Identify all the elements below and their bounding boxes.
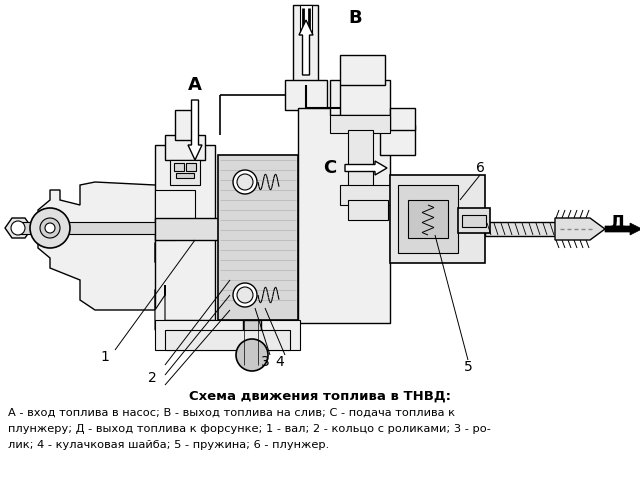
- Text: С: С: [323, 159, 337, 177]
- Circle shape: [233, 170, 257, 194]
- Bar: [18, 222, 158, 234]
- Bar: [175, 110, 195, 140]
- Bar: [165, 330, 290, 350]
- Bar: [170, 160, 200, 185]
- Bar: [218, 155, 298, 320]
- Circle shape: [237, 287, 253, 303]
- Text: 3: 3: [260, 355, 269, 369]
- Circle shape: [45, 223, 55, 233]
- Circle shape: [30, 208, 70, 248]
- Bar: [165, 135, 205, 160]
- Circle shape: [237, 174, 253, 190]
- Bar: [155, 145, 215, 320]
- Circle shape: [233, 283, 257, 307]
- Text: 6: 6: [476, 161, 484, 175]
- Text: Д: Д: [610, 213, 626, 231]
- Polygon shape: [5, 218, 32, 238]
- Bar: [285, 80, 327, 110]
- Text: В: В: [348, 9, 362, 27]
- Polygon shape: [38, 182, 165, 310]
- FancyArrow shape: [188, 100, 202, 160]
- Text: 4: 4: [276, 355, 284, 369]
- Text: А: А: [188, 76, 202, 94]
- Bar: [300, 5, 312, 33]
- Bar: [380, 125, 415, 155]
- FancyArrow shape: [345, 161, 387, 175]
- Bar: [174, 163, 184, 171]
- Bar: [348, 130, 373, 190]
- Circle shape: [11, 221, 25, 235]
- Text: 2: 2: [148, 371, 156, 385]
- Polygon shape: [155, 285, 298, 345]
- Bar: [330, 115, 390, 133]
- Bar: [485, 222, 560, 236]
- FancyArrow shape: [299, 20, 313, 75]
- Polygon shape: [555, 218, 605, 240]
- Bar: [348, 200, 388, 220]
- Bar: [390, 108, 415, 130]
- Text: А - вход топлива в насос; В - выход топлива на слив; С - подача топлива к: А - вход топлива в насос; В - выход топл…: [8, 408, 455, 418]
- Bar: [155, 220, 175, 240]
- Text: Схема движения топлива в ТНВД:: Схема движения топлива в ТНВД:: [189, 390, 451, 403]
- Bar: [340, 185, 390, 205]
- Circle shape: [236, 339, 268, 371]
- Bar: [340, 55, 385, 85]
- Bar: [390, 175, 485, 263]
- Bar: [458, 208, 490, 233]
- Bar: [462, 215, 486, 227]
- Bar: [408, 200, 448, 238]
- Text: плунжеру; Д - выход топлива к форсунке; 1 - вал; 2 - кольцо с роликами; 3 - ро-: плунжеру; Д - выход топлива к форсунке; …: [8, 424, 491, 434]
- Bar: [293, 5, 318, 85]
- Text: 1: 1: [100, 350, 109, 364]
- Bar: [155, 320, 300, 350]
- Bar: [243, 320, 261, 365]
- Bar: [398, 185, 458, 253]
- Text: 5: 5: [463, 360, 472, 374]
- Text: лик; 4 - кулачковая шайба; 5 - пружина; 6 - плунжер.: лик; 4 - кулачковая шайба; 5 - пружина; …: [8, 440, 329, 450]
- Bar: [298, 108, 390, 323]
- Bar: [155, 190, 195, 220]
- Bar: [155, 218, 275, 240]
- FancyArrow shape: [605, 223, 640, 235]
- Bar: [330, 80, 390, 115]
- Bar: [186, 163, 196, 171]
- Bar: [176, 173, 194, 178]
- Circle shape: [40, 218, 60, 238]
